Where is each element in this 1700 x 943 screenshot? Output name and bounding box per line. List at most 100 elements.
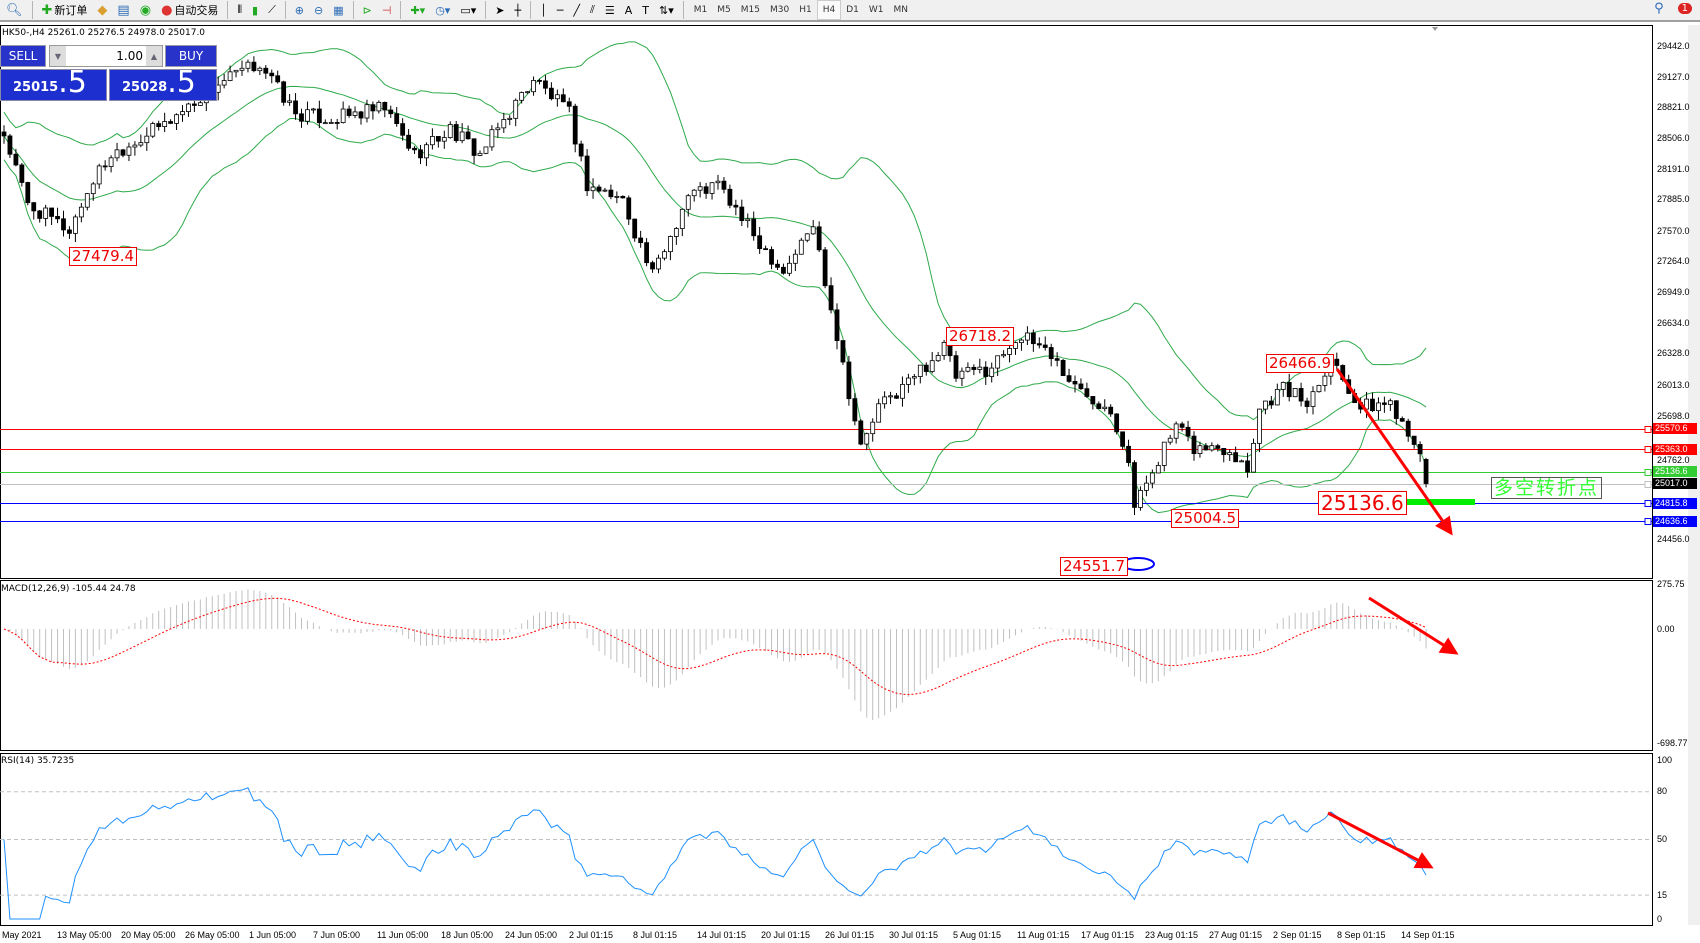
candle-body — [727, 188, 733, 206]
timeframe-m15[interactable]: M15 — [740, 5, 760, 15]
time-tick-label: 30 Jul 01:15 — [889, 930, 939, 940]
templates-icon[interactable]: ▭▾ — [460, 3, 477, 17]
history-button[interactable]: ▤ — [113, 0, 133, 20]
text-label-icon[interactable]: T — [642, 3, 650, 17]
lot-decrease-button[interactable]: ▼ — [50, 46, 66, 66]
chart-shift-icon[interactable]: ⊳ — [362, 3, 372, 17]
candle-body — [162, 121, 168, 128]
zoom-icon[interactable]: 🔍︎ — [6, 2, 23, 18]
cursor-icon[interactable]: ➤ — [495, 3, 505, 17]
candle-body — [49, 207, 54, 217]
candle-body — [108, 157, 114, 167]
candle-body — [1215, 445, 1221, 449]
buy-button[interactable]: BUY — [165, 45, 217, 67]
candle-body — [1138, 489, 1143, 508]
candle-body — [477, 152, 483, 156]
candle-body — [180, 111, 185, 116]
trendline-icon[interactable]: ╱ — [573, 3, 580, 17]
autoscroll-icon[interactable]: ⊣ — [381, 3, 392, 17]
fibonacci-icon[interactable]: ☰ — [604, 3, 615, 17]
candle-body — [798, 239, 804, 255]
price-annotation: 25004.5 — [1171, 509, 1240, 528]
candle-body — [1072, 380, 1078, 385]
timeframe-m1[interactable]: M1 — [693, 5, 708, 15]
search-icon[interactable]: ⚲ — [1654, 1, 1664, 16]
lot-size-input[interactable] — [66, 49, 146, 63]
line-chart-icon[interactable]: ⟋ — [268, 3, 276, 16]
sell-button[interactable]: SELL — [0, 45, 46, 67]
downtrend-arrow — [1335, 368, 1453, 536]
lot-increase-button[interactable]: ▲ — [146, 46, 162, 66]
metaeditor-button[interactable]: ◆ — [93, 0, 111, 20]
candle-body — [602, 189, 608, 192]
timeframe-m30[interactable]: M30 — [769, 5, 790, 15]
zoom-in-icon[interactable]: ⊕ — [294, 3, 305, 17]
signal-icon: ◉ — [139, 2, 152, 18]
candle-body — [429, 136, 435, 146]
candle-body — [703, 186, 709, 194]
candle-body — [816, 226, 822, 251]
candle-body — [864, 433, 870, 445]
candle-body — [251, 61, 257, 72]
sell-price[interactable]: 25015.5 — [0, 68, 107, 101]
timeframe-h4[interactable]: H4 — [816, 0, 842, 20]
candle-body — [1233, 452, 1239, 463]
candle-body — [435, 136, 441, 142]
timeframe-m5[interactable]: M5 — [717, 5, 731, 15]
bar-chart-icon[interactable]: ⫴ — [237, 3, 243, 16]
rsi-tick-label: 100 — [1657, 754, 1673, 765]
zoom-out-icon[interactable]: ⊖ — [314, 3, 324, 17]
timeframe-w1[interactable]: W1 — [868, 5, 884, 15]
candle-body — [685, 195, 691, 210]
indicators-icon[interactable]: ✚▾ — [410, 3, 426, 17]
notifications-icon[interactable]: 1 — [1677, 3, 1692, 14]
new-order-button[interactable]: ✚ 新订单 — [38, 0, 92, 20]
candlestick-icon[interactable]: ▮ — [252, 3, 259, 17]
level-handle — [1644, 518, 1652, 525]
candle-body — [400, 123, 406, 136]
candle-body — [656, 257, 661, 270]
vertical-line-icon[interactable]: │ — [540, 3, 547, 17]
candle-body — [900, 383, 905, 399]
candle-body — [507, 117, 513, 120]
price-tick-label: 29127.0 — [1657, 71, 1690, 82]
candle-body — [316, 108, 322, 124]
candle-body — [513, 99, 519, 119]
level-price-label: 24636.6 — [1653, 515, 1697, 527]
candle-body — [275, 75, 281, 83]
timeframe-h1[interactable]: H1 — [799, 5, 812, 15]
arrows-icon[interactable]: ⇅▾ — [659, 3, 674, 17]
candle-body — [894, 395, 899, 399]
candle-body — [281, 81, 287, 103]
candle-body — [1114, 413, 1120, 433]
candle-body — [852, 398, 858, 422]
candle-body — [78, 206, 84, 218]
notification-badge: 1 — [1677, 3, 1692, 14]
buy-price[interactable]: 25028.5 — [109, 68, 217, 101]
price-tick-label: 29442.0 — [1657, 40, 1690, 51]
text-icon[interactable]: A — [624, 3, 633, 17]
lot-size-stepper[interactable]: ▼ ▲ — [49, 45, 163, 67]
macd-tick-label: 275.75 — [1657, 578, 1685, 589]
time-tick-label: 17 Aug 01:15 — [1081, 930, 1135, 940]
candle-body — [495, 127, 501, 131]
price-tick-label: 28821.0 — [1657, 101, 1690, 112]
timeframe-mn[interactable]: MN — [893, 5, 908, 15]
candle-body — [1090, 396, 1096, 405]
candle-body — [1310, 391, 1316, 407]
equidistant-channel-icon[interactable]: ⫽ — [589, 3, 595, 16]
price-tick-label: 27264.0 — [1657, 255, 1690, 266]
auto-trading-button[interactable]: ● 自动交易 — [157, 0, 222, 20]
bollinger-upper — [3, 41, 1427, 421]
signal-button[interactable]: ◉ — [136, 0, 155, 20]
candle-body — [584, 155, 590, 192]
horizontal-line-icon[interactable]: ─ — [556, 3, 564, 17]
tile-windows-icon[interactable]: ▦ — [333, 3, 344, 17]
periods-icon[interactable]: ◷▾ — [435, 3, 451, 17]
candle-body — [114, 149, 120, 159]
price-annotation: 27479.4 — [69, 247, 138, 266]
crosshair-icon[interactable]: ┼ — [514, 3, 522, 17]
timeframe-d1[interactable]: D1 — [846, 5, 859, 15]
downtrend-arrow — [1368, 596, 1459, 655]
